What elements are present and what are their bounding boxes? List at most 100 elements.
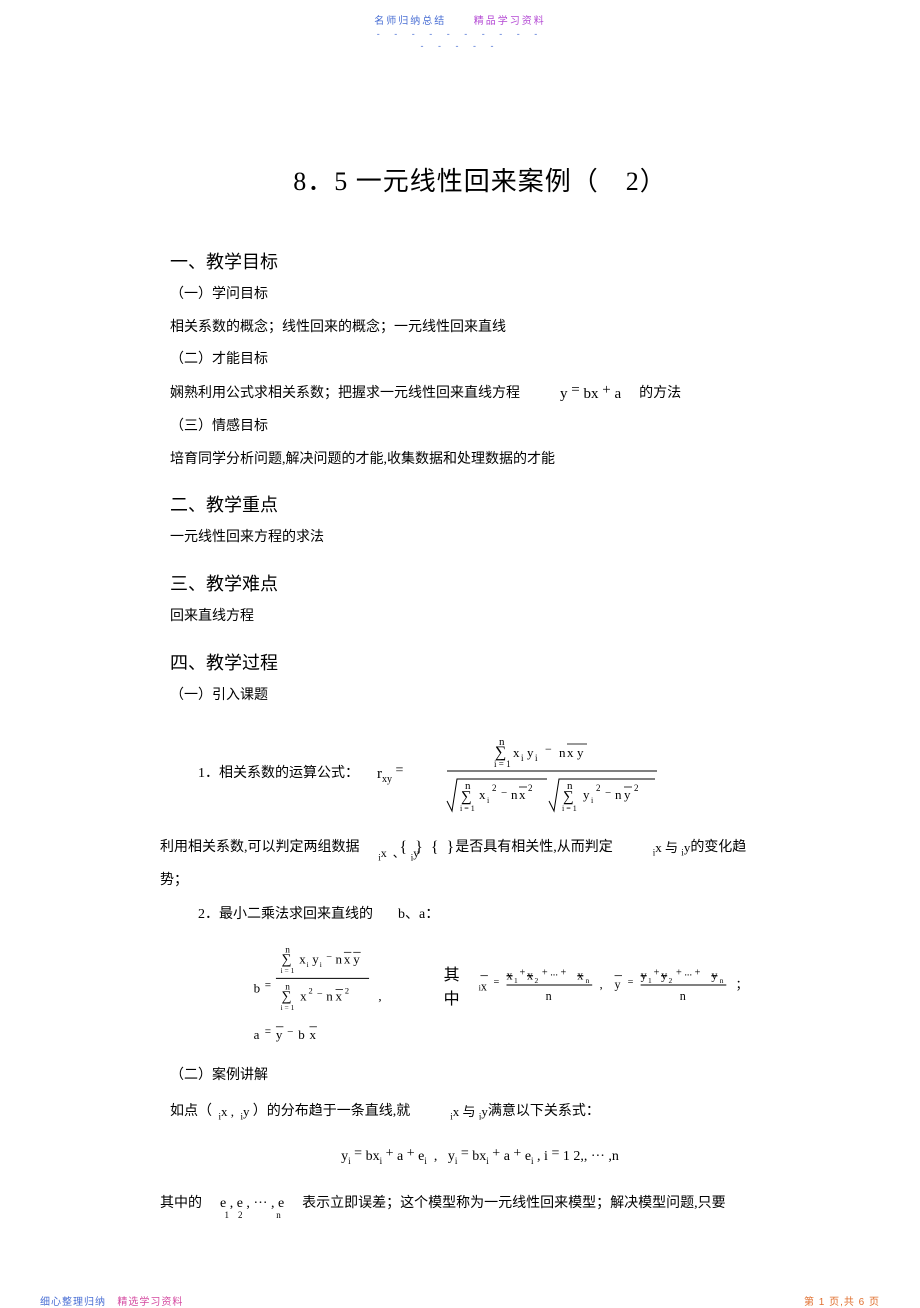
svg-text:2: 2 [535, 976, 539, 985]
case-line2-a: 其中的 [160, 1191, 202, 1218]
formula-correlation: 1．相关系数的运算公式： rxy = n ∑ i = 1 x i y i − n… [170, 731, 790, 817]
section-1b-prefix: 娴熟利用公式求相关系数；把握求一元线性回来直线方程 [170, 381, 520, 408]
svg-text:y: y [312, 951, 319, 966]
svg-text:i = 1: i = 1 [562, 804, 577, 813]
svg-text:i: i [535, 753, 538, 763]
svg-text:−: − [317, 989, 323, 1000]
case-line1: 如点（ ix , iy ）的分布趋于一条直线,就 ix 与 iy 满意以下关系式… [170, 1099, 790, 1126]
svg-text:x: x [513, 745, 520, 760]
svg-text:i: i [307, 960, 309, 969]
svg-text:x: x [309, 1027, 316, 1042]
item2-line: 2．最小二乘法求回来直线的 b、a： [170, 902, 790, 929]
svg-text:n: n [336, 951, 343, 966]
svg-text:=: = [265, 1026, 271, 1038]
rel-suffix: 的变化趋 [690, 835, 746, 862]
header-dashes: - - - - - - - - - - [0, 29, 920, 39]
page-body: 8．5 一元线性回来案例（ 2） 一、教学目标 （一）学问目标 相关系数的概念；… [0, 51, 920, 1217]
svg-text:+: + [520, 968, 526, 979]
svg-text:x: x [519, 787, 526, 802]
svg-text:x: x [300, 989, 307, 1004]
svg-text:y: y [661, 968, 667, 982]
svg-text:n: n [615, 787, 622, 802]
footer-left: 细心整理归纳 精选学习资料 [40, 1293, 183, 1308]
equation-ybxa: y = bx + a [560, 380, 621, 409]
svg-text:2: 2 [669, 976, 673, 985]
svg-text:∑: ∑ [563, 789, 574, 805]
section-2-body: 一元线性回来方程的求法 [170, 525, 790, 552]
svg-text:y: y [641, 968, 647, 982]
item1-label: 1．相关系数的运算公式： [198, 761, 359, 788]
svg-text:−: − [545, 742, 552, 756]
case-line2-b: 表示立即误差；这个模型称为一元线性回来模型；解决模型问题,只要 [302, 1191, 726, 1218]
svg-text:y: y [276, 1027, 283, 1042]
svg-text:y: y [624, 787, 631, 802]
svg-text:n: n [326, 989, 333, 1004]
b-a-formula-svg: b = n ∑ i = 1 xi yi − n x y n ∑ i = 1 [248, 937, 406, 1057]
rel-prefix: 利用相关系数,可以判定两组数据 [160, 835, 360, 862]
svg-text:n: n [680, 989, 686, 1003]
formula-leastsquares: b = n ∑ i = 1 xi yi − n x y n ∑ i = 1 [220, 937, 790, 1057]
page-header: 名师归纳总结 精品学习资料 - - - - - - - - - - - - - … [0, 0, 920, 51]
svg-text:i: i [521, 753, 524, 763]
svg-text:2: 2 [492, 783, 497, 793]
svg-text:2: 2 [596, 783, 601, 793]
svg-text:i = 1: i = 1 [281, 1003, 295, 1012]
svg-text:x: x [578, 968, 584, 982]
rel-mid: 是否具有相关性,从而判定 [455, 835, 613, 862]
svg-text:2: 2 [634, 783, 639, 793]
svg-text:−: − [501, 787, 507, 799]
correlation-fraction-svg: n ∑ i = 1 x i y i − n x y n ∑ i = [407, 731, 667, 817]
section-3-body: 回来直线方程 [170, 604, 790, 631]
header-blue-text: 名师归纳总结 [374, 16, 446, 27]
svg-text:n: n [586, 976, 590, 985]
svg-text:+ ... +: + ... + [676, 968, 701, 979]
section-1a-body: 相关系数的概念；线性回来的概念；一元线性回来直线 [170, 315, 790, 342]
svg-text:b: b [254, 980, 261, 995]
svg-text:i: i [487, 796, 490, 805]
case-line1-c: 满意以下关系式： [488, 1099, 600, 1126]
svg-text:+: + [654, 968, 660, 979]
section-4-heading: 四、教学过程 [170, 649, 790, 675]
svg-text:,: , [378, 989, 381, 1004]
svg-text:x: x [479, 787, 486, 802]
svg-text:x: x [344, 951, 351, 966]
svg-text:+ ... +: + ... + [542, 968, 567, 979]
case-line2: 其中的 e , e , … , e 1 2 n 表示立即误差；这个模型称为一元线… [160, 1191, 790, 1218]
section-3-heading: 三、教学难点 [170, 570, 790, 596]
svg-text:n: n [720, 976, 724, 985]
svg-text:y: y [712, 968, 718, 982]
header-purple-text: 精品学习资料 [474, 16, 546, 27]
header-dashes2: - - - - - [0, 41, 920, 51]
svg-text:b: b [298, 1027, 305, 1042]
svg-text:y: y [527, 745, 534, 760]
svg-text:∑: ∑ [461, 789, 472, 805]
svg-text:,: , [600, 978, 603, 992]
svg-text:ix: ix [479, 979, 487, 993]
svg-text:2: 2 [345, 986, 349, 995]
svg-text:y: y [615, 978, 621, 992]
footer-right: 第 1 页,共 6 页 [804, 1293, 880, 1308]
section-2-heading: 二、教学重点 [170, 491, 790, 517]
svg-text:=: = [494, 977, 500, 988]
svg-text:a: a [254, 1027, 260, 1042]
case-line1-b: ）的分布趋于一条直线,就 [253, 1099, 411, 1126]
svg-text:2: 2 [309, 986, 313, 995]
item2-ba: b、a： [398, 907, 439, 922]
svg-text:2: 2 [528, 783, 533, 793]
svg-text:n: n [559, 745, 566, 760]
section-1c: （三）情感目标 [170, 414, 790, 441]
item2-label: 2．最小二乘法求回来直线的 [198, 907, 373, 922]
svg-text:y: y [583, 787, 590, 802]
svg-text:x: x [507, 968, 513, 982]
case-line1-a: 如点（ [170, 1099, 212, 1126]
page-title: 8．5 一元线性回来案例（ 2） [170, 161, 790, 198]
svg-text:i = 1: i = 1 [460, 804, 475, 813]
svg-text:y: y [577, 745, 584, 760]
svg-text:=: = [265, 979, 271, 991]
svg-text:−: − [326, 952, 332, 963]
section-1b-suffix: 的方法 [639, 381, 681, 408]
svg-text:n: n [546, 989, 552, 1003]
item2-mid: 其中 [444, 961, 474, 1009]
svg-text:x: x [336, 989, 343, 1004]
correlation-explain: 利用相关系数,可以判定两组数据 { } { } ix 、 iy 是否具有相关性,… [160, 833, 790, 863]
